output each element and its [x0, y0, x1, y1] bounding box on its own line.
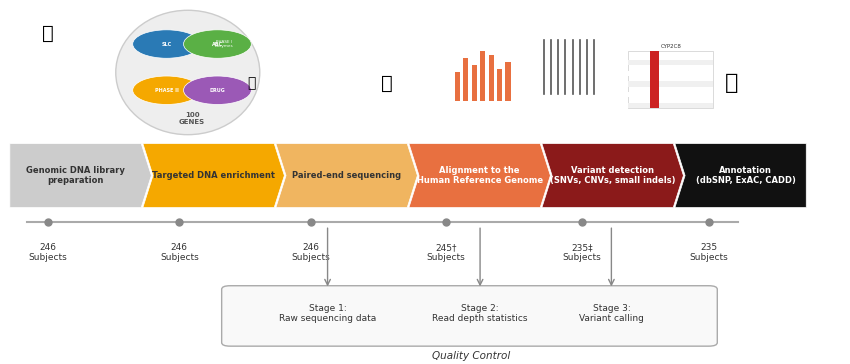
Circle shape	[133, 30, 201, 58]
Circle shape	[133, 76, 201, 104]
Text: Stage 1:
Raw sequencing data: Stage 1: Raw sequencing data	[279, 304, 377, 323]
Bar	[650, 51, 659, 108]
Polygon shape	[10, 143, 151, 207]
Ellipse shape	[116, 10, 260, 135]
Bar	[628, 82, 713, 87]
Text: 246
Subjects: 246 Subjects	[292, 243, 330, 262]
Text: DRUG: DRUG	[210, 88, 225, 93]
Text: CYP2C8: CYP2C8	[660, 44, 681, 50]
Text: 246
Subjects: 246 Subjects	[29, 243, 67, 262]
Text: Genomic DNA library
preparation: Genomic DNA library preparation	[26, 166, 125, 185]
Text: 245†
Subjects: 245† Subjects	[427, 243, 466, 262]
Text: Paired-end sequencing: Paired-end sequencing	[292, 171, 401, 180]
Text: Variant detection
(SNVs, CNVs, small indels): Variant detection (SNVs, CNVs, small ind…	[550, 166, 676, 185]
Bar	[472, 66, 477, 101]
Bar	[489, 55, 494, 101]
Text: Stage 2:
Read depth statistics: Stage 2: Read depth statistics	[433, 304, 528, 323]
Bar	[628, 51, 713, 108]
Bar	[628, 103, 713, 108]
Bar	[506, 62, 511, 101]
Text: 🖥: 🖥	[725, 73, 739, 93]
Polygon shape	[675, 143, 807, 207]
Text: 246
Subjects: 246 Subjects	[160, 243, 199, 262]
Polygon shape	[143, 143, 285, 207]
Polygon shape	[276, 143, 417, 207]
Bar	[497, 69, 502, 101]
Polygon shape	[409, 143, 551, 207]
Text: Alignment to the
Human Reference Genome: Alignment to the Human Reference Genome	[416, 166, 542, 185]
Bar	[628, 92, 713, 97]
Text: Targeted DNA enrichment: Targeted DNA enrichment	[152, 171, 275, 180]
Bar	[455, 72, 460, 101]
Text: ABC: ABC	[212, 41, 223, 47]
Text: Annotation
(dbSNP, ExAC, CADD): Annotation (dbSNP, ExAC, CADD)	[696, 166, 796, 185]
Text: SLC: SLC	[162, 41, 172, 47]
Polygon shape	[542, 143, 683, 207]
Text: 🔬: 🔬	[247, 76, 256, 90]
Text: 100
GENES: 100 GENES	[179, 112, 205, 125]
Bar	[480, 51, 485, 101]
Text: 🖨: 🖨	[381, 74, 393, 92]
Bar	[628, 71, 713, 76]
Bar	[628, 60, 713, 66]
Text: 🧬: 🧬	[42, 24, 54, 43]
Text: PHASE II: PHASE II	[155, 88, 178, 93]
Circle shape	[184, 76, 252, 104]
Text: PHASE I
Enzymes: PHASE I Enzymes	[215, 40, 234, 48]
FancyBboxPatch shape	[222, 286, 717, 346]
Text: 235
Subjects: 235 Subjects	[689, 243, 728, 262]
Circle shape	[184, 30, 252, 58]
Text: Quality Control: Quality Control	[433, 352, 511, 361]
Text: 235‡
Subjects: 235‡ Subjects	[563, 243, 601, 262]
Bar	[463, 58, 468, 101]
Text: Stage 3:
Variant calling: Stage 3: Variant calling	[579, 304, 643, 323]
